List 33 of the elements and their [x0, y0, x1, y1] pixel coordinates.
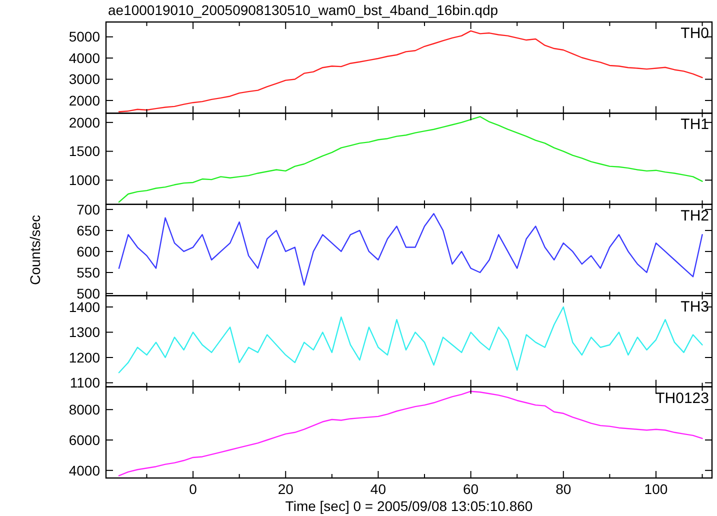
y-tick-label: 6000 [68, 432, 100, 448]
y-tick-label: 3000 [68, 71, 100, 88]
text: TH1 [680, 116, 709, 134]
y-tick-label: 1500 [68, 143, 100, 160]
x-tick-label: 20 [278, 481, 294, 497]
y-tick-label: 5000 [68, 28, 100, 45]
y-tick-label: 4000 [68, 50, 100, 66]
x-tick-label: 60 [463, 481, 479, 497]
x-tick-label: 40 [370, 481, 386, 497]
series-label: TH3 [680, 298, 709, 316]
y-tick-label: 550 [76, 264, 100, 280]
y-tick-label: 1100 [70, 374, 100, 391]
y-tick-label: 650 [76, 222, 100, 238]
chart-title: ae100019010_20050908130510_wam0_bst_4band_16bin.qdp [108, 2, 498, 18]
y-tick-label: 8000 [68, 402, 100, 418]
x-tick-label: 0 [189, 481, 198, 497]
series-label: TH0123 [656, 390, 709, 407]
y-tick-label: 4000 [68, 462, 100, 478]
y-tick-label: 2000 [68, 92, 100, 108]
y-tick-label: 1400 [68, 298, 100, 315]
y-tick-label: 1000 [68, 172, 100, 188]
series-label: TH2 [680, 207, 709, 224]
x-tick-label: 100 [644, 481, 668, 497]
y-tick-label: 700 [76, 201, 100, 218]
series-label: TH0 [680, 25, 709, 42]
x-axis-title: Time [sec] 0 = 2005/09/08 13:05:10.860 [285, 498, 533, 514]
y-tick-label: 1300 [68, 324, 100, 340]
y-tick-label: 2000 [68, 114, 100, 130]
y-tick-label: 500 [76, 285, 100, 302]
x-tick-label: 80 [556, 481, 572, 497]
y-tick-label: 600 [76, 243, 100, 260]
y-axis-title: Counts/sec [27, 214, 43, 286]
y-tick-label: 1200 [68, 349, 100, 366]
